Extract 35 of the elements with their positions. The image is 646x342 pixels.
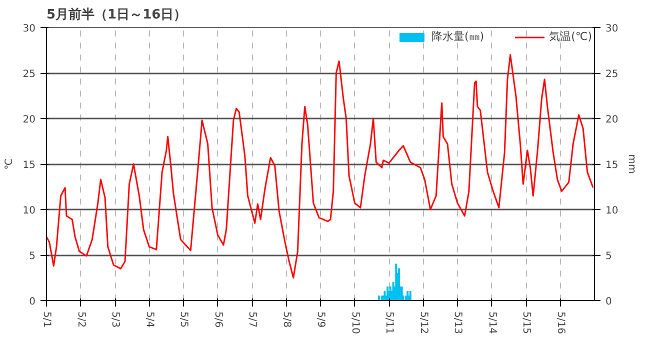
y-tick-label: 15 — [22, 160, 36, 171]
x-tick-label: 5/2 — [75, 312, 86, 328]
x-tick-label: 5/9 — [315, 312, 326, 328]
x-tick-label: 5/12 — [418, 312, 429, 334]
y2-tick-label: 20 — [606, 114, 618, 126]
y2-tick-label: 5 — [606, 251, 612, 262]
x-tick-label: 5/3 — [110, 312, 120, 328]
y2-tick-label: 10 — [606, 206, 618, 216]
x-tick-label: 5/4 — [144, 312, 155, 328]
x-tick-label: 5/6 — [212, 312, 224, 328]
y2-tick-label: 15 — [606, 160, 618, 171]
y-tick-label: 20 — [22, 114, 36, 126]
y-axis-title: ℃ — [4, 158, 15, 170]
x-tick-label: 5/8 — [280, 312, 292, 328]
legend-label: 気温(℃) — [549, 29, 592, 44]
x-tick-label: 5/15 — [520, 312, 532, 334]
y-tick-label: 5 — [29, 251, 36, 262]
x-tick-label: 5/1 — [41, 312, 52, 328]
y2-tick-label: 25 — [606, 69, 618, 80]
y2-axis-title: mm — [626, 154, 638, 174]
y-tick-label: 10 — [22, 206, 36, 216]
x-tick-label: 5/14 — [486, 312, 498, 334]
x-tick-label: 5/5 — [178, 312, 189, 328]
chart-title: 5月前半（1日～16日） — [46, 8, 187, 22]
x-tick-label: 5/16 — [554, 312, 566, 334]
y2-tick-label: 0 — [606, 296, 612, 308]
y-tick-label: 0 — [29, 296, 36, 308]
x-tick-label: 5/13 — [452, 312, 463, 334]
y2-tick-label: 30 — [606, 24, 618, 34]
y-tick-label: 30 — [22, 24, 36, 34]
x-tick-label: 5/10 — [349, 312, 360, 334]
y-tick-label: 25 — [22, 69, 36, 80]
x-tick-label: 5/7 — [246, 312, 258, 328]
x-tick-label: 5/11 — [384, 312, 394, 334]
legend-label: 降水量(㎜) — [431, 29, 484, 44]
